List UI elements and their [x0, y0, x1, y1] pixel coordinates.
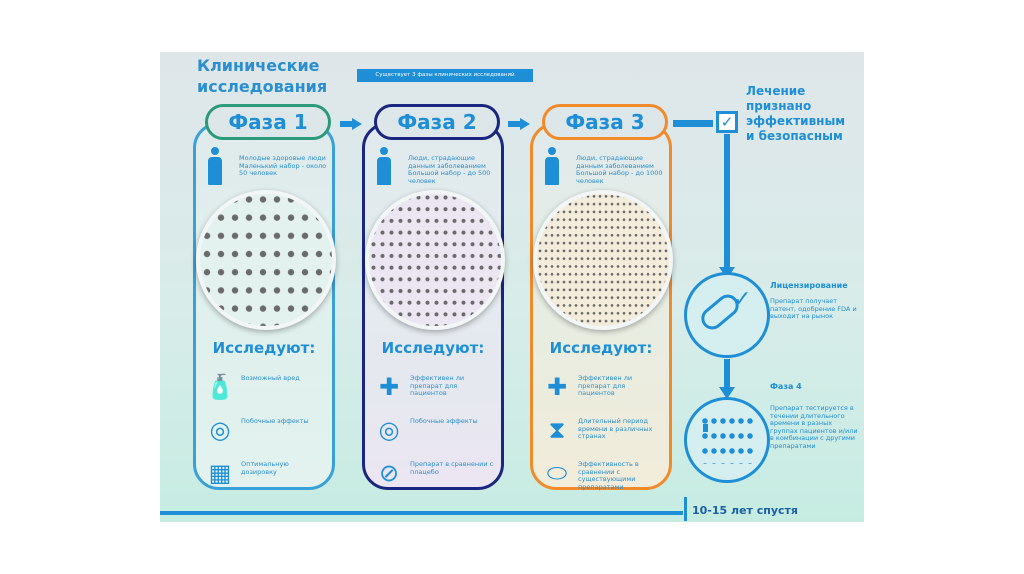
timeline-line [160, 511, 683, 515]
licensing-text: Препарат получает патент, одобрение FDA … [770, 297, 857, 320]
side-effects-icon: ◎ [209, 416, 231, 444]
studies-heading: Исследуют: [549, 339, 653, 357]
phase-description: Люди, страдающие данным заболеванием Бол… [576, 154, 663, 185]
arrow-down-icon [719, 387, 735, 399]
hourglass-icon: ⧗ [548, 416, 566, 444]
person-icon [376, 147, 392, 185]
study-item-text: Эффективность в сравнении с существующим… [578, 460, 639, 491]
phase4-title: Фаза 4 [770, 382, 802, 391]
checkbox-icon: ✓ [716, 111, 738, 133]
phase-title: Фаза 2 [374, 104, 500, 140]
person-icon [544, 147, 560, 185]
phase-title: Фаза 1 [205, 104, 331, 140]
phase4-text: Препарат тестируется в течении длительно… [770, 404, 858, 450]
studies-heading: Исследуют: [381, 339, 485, 357]
licensing-pill-icon: ✓ [684, 272, 770, 358]
study-item-text: Оптимальную дозировку [241, 460, 289, 476]
pill-box-icon: ▦ [208, 459, 232, 487]
participants-crowd-icon [196, 190, 336, 330]
bottle-poison-icon: 🧴 [205, 373, 235, 401]
page-title: Клинические исследования [197, 56, 328, 96]
medical-cross-icon: ✚ [378, 373, 400, 401]
timeline-marker [684, 497, 687, 521]
vertical-line [724, 359, 730, 389]
capsule-tablet-icon: ⬭ [546, 459, 568, 487]
study-item-text: Эффективен ли препарат для пациентов [578, 374, 633, 397]
studies-heading: Исследуют: [212, 339, 316, 357]
vertical-line [724, 134, 730, 269]
arrow-icon [340, 118, 362, 130]
study-item-text: Эффективен ли препарат для пациентов [410, 374, 465, 397]
side-effects-icon: ◎ [378, 416, 400, 444]
result-text: Лечение признано эффективным и безопасны… [746, 84, 846, 143]
participants-crowd-icon [533, 190, 673, 330]
timeline-label: 10-15 лет спустя [692, 504, 798, 517]
participants-crowd-icon [365, 190, 505, 330]
medical-cross-icon: ✚ [546, 373, 568, 401]
arrow-line [673, 120, 713, 127]
phase-description: Молодые здоровые люди Маленький набор - … [239, 154, 327, 177]
banner: Существует 3 фазы клинических исследован… [357, 69, 533, 82]
study-item-text: Побочные эффекты [410, 417, 478, 425]
study-item-text: Длительный период времени в различных ст… [578, 417, 653, 440]
phase-description: Люди, страдающие данным заболеванием Бол… [408, 154, 491, 185]
study-item-text: Возможный вред [241, 374, 300, 382]
infographic-slide: Клинические исследования Существует 3 фа… [160, 52, 864, 522]
arrow-icon [508, 118, 530, 130]
placebo-pills-icon: ⊘ [378, 459, 400, 487]
phase4-people-icon [684, 397, 770, 483]
person-icon [207, 147, 223, 185]
study-item-text: Побочные эффекты [241, 417, 309, 425]
licensing-title: Лицензирование [770, 281, 848, 290]
study-item-text: Препарат в сравнении с плацебо [410, 460, 494, 476]
phase-title: Фаза 3 [542, 104, 668, 140]
